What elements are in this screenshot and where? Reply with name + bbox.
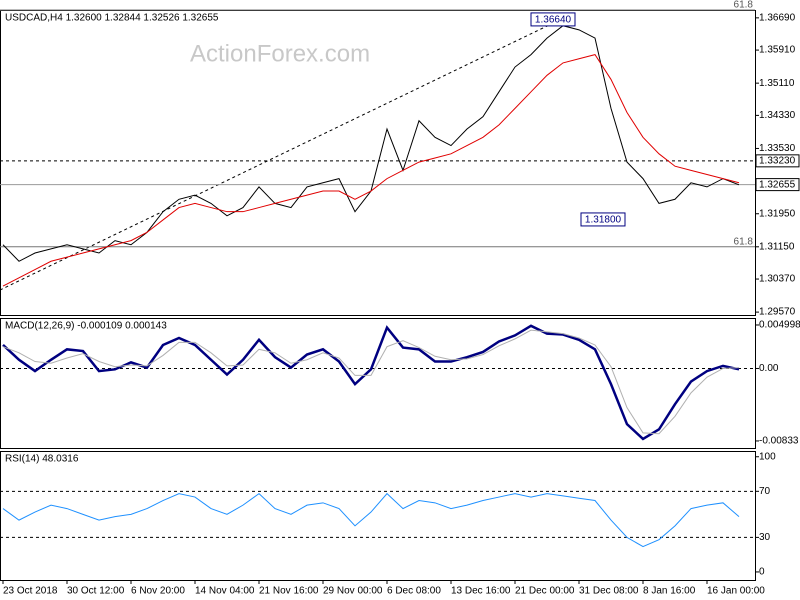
y-tick-label: 30	[759, 532, 771, 543]
trend-line	[0, 13, 573, 291]
fibo-label: 61.8	[734, 236, 754, 247]
y-tick-label: 1.31950	[759, 208, 796, 219]
x-tick-label: 16 Jan 00:00	[707, 586, 765, 597]
x-tick-label: 6 Dec 08:00	[387, 586, 441, 597]
level-label: 1.33230	[759, 155, 796, 166]
fibo-label: 61.8	[734, 0, 754, 11]
x-tick-label: 30 Oct 12:00	[67, 586, 125, 597]
y-tick-label: 70	[759, 486, 771, 497]
watermark: ActionForex.com	[190, 40, 370, 67]
x-tick-label: 8 Jan 16:00	[643, 586, 696, 597]
level-box	[755, 178, 800, 192]
series-line	[2, 324, 740, 441]
y-tick-label: 100	[759, 451, 776, 462]
x-tick-label: 31 Dec 08:00	[579, 586, 639, 597]
panel-title: MACD(12,26,9) -0.000109 0.000143	[5, 321, 167, 332]
y-tick-label: 0.004998	[759, 320, 800, 331]
x-tick-label: 6 Nov 20:00	[131, 586, 185, 597]
panel-title: RSI(14) 48.0316	[5, 454, 79, 465]
x-tick-label: 21 Dec 00:00	[515, 586, 575, 597]
x-tick-label: 23 Oct 2018	[3, 586, 58, 597]
annotation-box	[530, 12, 576, 27]
level-label: 1.32655	[759, 179, 796, 190]
y-tick-label: -0.00833	[759, 436, 799, 447]
y-tick-label: 1.34330	[759, 110, 796, 121]
panel-title: USDCAD,H4 1.32600 1.32844 1.32526 1.3265…	[5, 13, 219, 24]
y-tick-label: 1.35910	[759, 45, 796, 56]
y-tick-label: 1.33530	[759, 143, 796, 154]
series-line	[2, 329, 740, 435]
series-line	[2, 54, 740, 287]
x-tick-label: 14 Nov 04:00	[195, 586, 255, 597]
level-box	[755, 154, 800, 168]
annotation-label: 1.31800	[585, 215, 622, 226]
y-tick-label: 0.00	[759, 363, 779, 374]
y-tick-label: 0	[759, 567, 765, 578]
annotation-label: 1.36640	[535, 15, 572, 26]
panel-frame	[0, 318, 756, 449]
y-tick-label: 1.35110	[759, 78, 795, 89]
series-line	[2, 492, 740, 548]
y-tick-label: 1.31150	[759, 241, 795, 252]
y-tick-label: 1.29570	[759, 307, 796, 318]
annotation-box	[580, 212, 626, 227]
panel-frame	[0, 451, 756, 581]
y-tick-label: 1.30370	[759, 274, 796, 285]
x-tick-label: 29 Nov 00:00	[323, 586, 383, 597]
x-tick-label: 13 Dec 16:00	[451, 586, 511, 597]
y-tick-label: 1.36690	[759, 12, 796, 23]
x-tick-label: 21 Nov 16:00	[259, 586, 319, 597]
